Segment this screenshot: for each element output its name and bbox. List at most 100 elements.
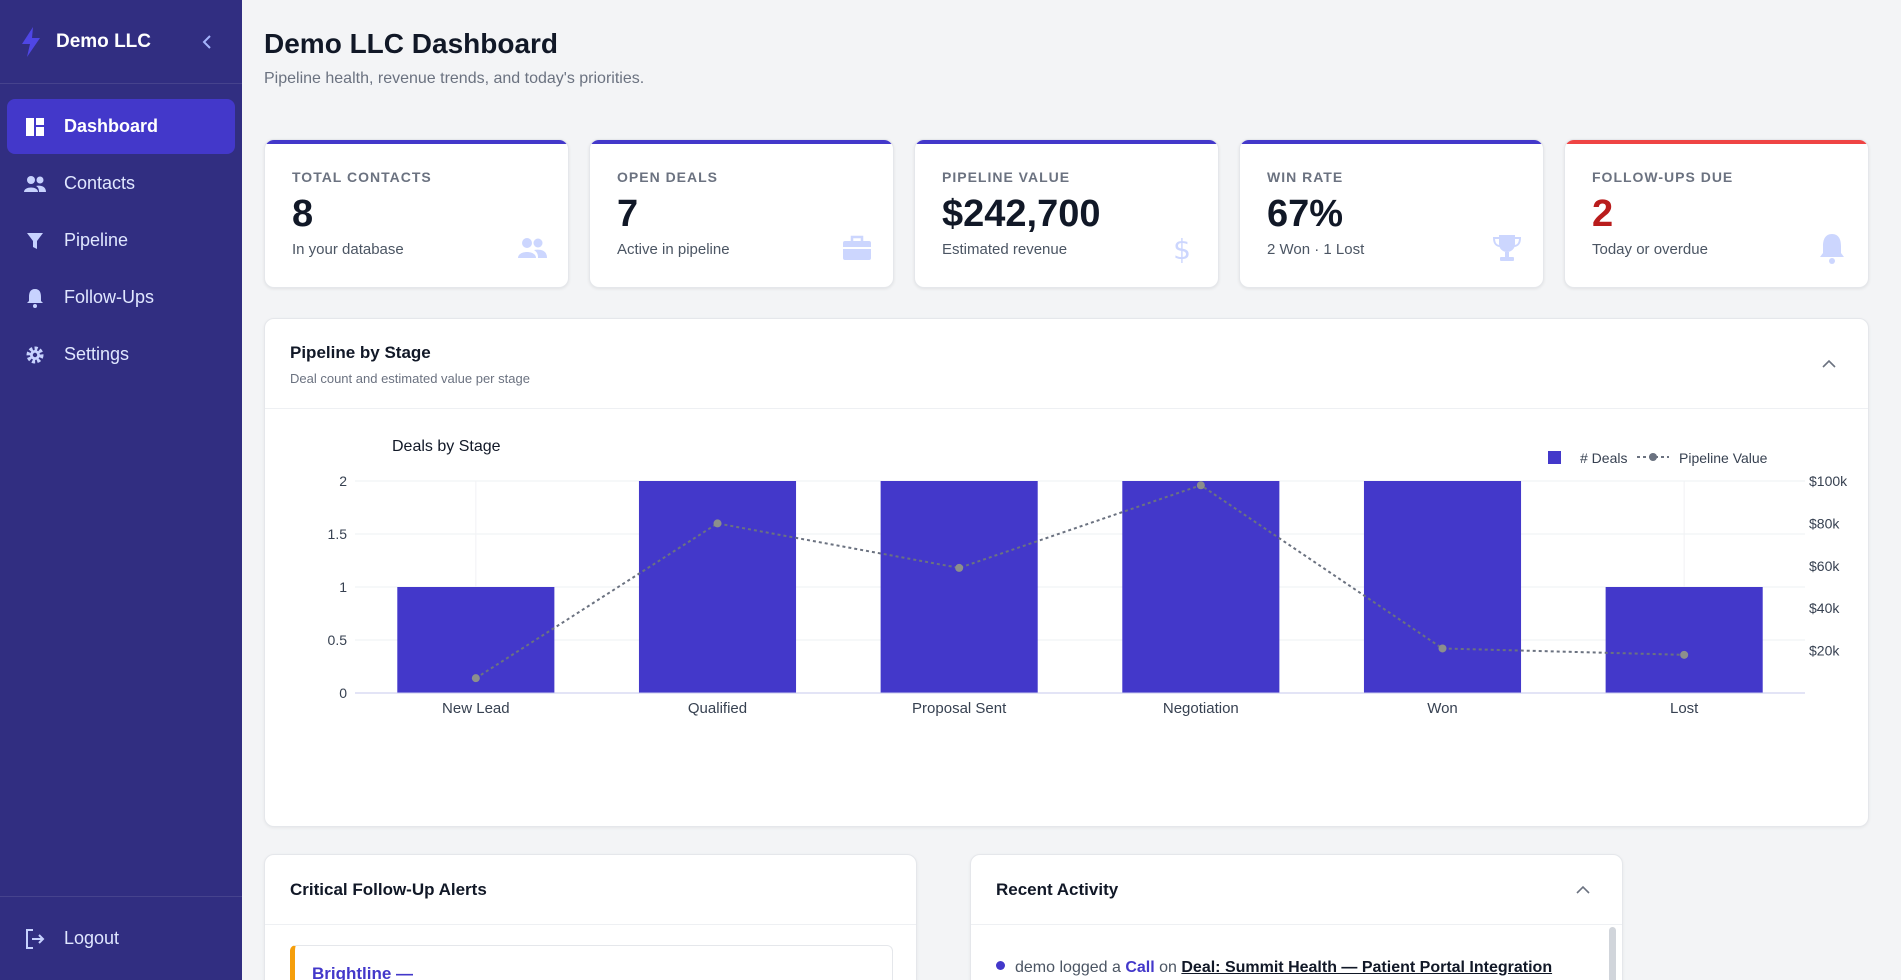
line-point [1196, 481, 1205, 490]
bar [1605, 587, 1763, 693]
x-tick-label: Qualified [688, 700, 747, 717]
stat-description: Active in pipeline [617, 241, 730, 258]
bell-icon [24, 287, 46, 309]
legend-swatch-deals [1548, 451, 1561, 464]
panel-subtitle: Deal count and estimated value per stage [290, 371, 530, 386]
bar [880, 481, 1038, 693]
chevron-up-icon[interactable] [1820, 355, 1838, 373]
activity-user: demo [1015, 959, 1056, 976]
sidebar-item-label: Settings [64, 344, 130, 364]
y-left-tick-label: 1 [339, 579, 347, 595]
card-accent-bar [265, 140, 568, 144]
y-left-tick-label: 0 [339, 685, 347, 701]
stat-label: Open Deals [617, 169, 719, 185]
card-accent-bar [915, 140, 1218, 144]
trophy-icon [1492, 235, 1522, 261]
bar [638, 481, 797, 693]
line-point [955, 563, 964, 572]
svg-text:$: $ [1173, 233, 1191, 264]
chart-title: Deals by Stage [392, 438, 501, 455]
collapse-sidebar-button[interactable] [192, 27, 222, 57]
pipeline-value-line [475, 484, 1685, 680]
stat-card-follow-ups-due: Follow-Ups Due 2 Today or overdue [1564, 139, 1869, 288]
activity-dot [996, 961, 1005, 971]
line-point [1438, 644, 1447, 653]
y-right-tick-label: $40k [1809, 600, 1840, 616]
stat-label: Follow-Ups Due [1592, 169, 1734, 185]
gear-icon [24, 344, 46, 366]
y-right-tick-label: $60k [1809, 558, 1840, 574]
users-icon [518, 238, 547, 258]
dollar-icon: $ [1173, 233, 1191, 264]
logout-label: Logout [64, 928, 120, 948]
sidebar-item-dashboard[interactable]: Dashboard [7, 99, 235, 154]
page-title: Demo LLC Dashboard [264, 28, 559, 59]
stat-description: In your database [292, 241, 404, 258]
line-point [471, 674, 480, 683]
panel-title: Critical Follow-Up Alerts [290, 880, 487, 899]
stat-description: Today or overdue [1592, 241, 1708, 258]
sidebar-item-label: Pipeline [64, 230, 129, 250]
activity-scrollbar[interactable] [1609, 927, 1616, 980]
chevron-up-icon[interactable] [1574, 881, 1592, 899]
y-left-tick-label: 0.5 [328, 632, 348, 648]
line-point [1680, 650, 1689, 659]
stat-card-total-contacts: Total Contacts 8 In your database [264, 139, 569, 288]
stat-label: Win Rate [1267, 169, 1344, 185]
deals-by-stage-chart: Deals by Stage 0 0.5 1 1.5 2 $20k $40k $60k $80k $… [328, 438, 1849, 717]
stat-value: 7 [617, 193, 639, 235]
stat-card-pipeline-value: Pipeline Value $242,700 Estimated revenu… [914, 139, 1219, 288]
bell-icon [1820, 234, 1844, 264]
x-tick-label: Won [1427, 700, 1458, 717]
briefcase-icon [843, 235, 871, 260]
stat-description: Estimated revenue [942, 241, 1068, 258]
sidebar-item-label: Follow-Ups [64, 287, 155, 307]
panel-title: Pipeline by Stage [290, 343, 431, 362]
activity-prep: on [1159, 959, 1177, 976]
sidebar-item-follow-ups[interactable]: Follow-Ups [7, 270, 235, 325]
logout-button[interactable]: Logout [0, 896, 242, 980]
panel-header: Pipeline by Stage Deal count and estimat… [265, 319, 1868, 409]
stat-label: Total Contacts [292, 169, 432, 185]
pipeline-panel: Pipeline by Stage Deal count and estimat… [264, 318, 1869, 827]
x-tick-label: Negotiation [1163, 700, 1239, 717]
sidebar-item-pipeline[interactable]: Pipeline [7, 213, 235, 268]
users-icon [24, 173, 46, 195]
card-accent-bar [1240, 140, 1543, 144]
panel-title: Recent Activity [996, 880, 1119, 899]
bar [1122, 481, 1280, 693]
sidebar-item-settings[interactable]: Settings [7, 327, 235, 382]
chevron-left-icon [202, 34, 211, 49]
stat-value: 2 [1592, 193, 1614, 235]
logout-icon [26, 928, 45, 949]
brand-name: Demo LLC [56, 30, 151, 52]
stat-value: $242,700 [942, 193, 1101, 235]
x-tick-label: New Lead [442, 700, 510, 717]
sidebar-item-contacts[interactable]: Contacts [7, 156, 235, 211]
bar [1363, 481, 1522, 693]
alert-card[interactable]: Brightline — [290, 945, 893, 980]
y-right-tick-label: $20k [1809, 643, 1840, 659]
y-right-tick-label: $100k [1809, 473, 1848, 489]
panel-header: Critical Follow-Up Alerts [265, 855, 916, 925]
brand: Demo LLC [0, 0, 242, 84]
legend-label-deals: # Deals [1580, 450, 1627, 466]
follow-up-alerts-panel: Critical Follow-Up Alerts Brightline — [264, 854, 917, 980]
panel-header: Recent Activity [971, 855, 1622, 925]
x-tick-label: Proposal Sent [912, 700, 1007, 717]
stat-value: 67% [1267, 193, 1344, 235]
activity-verb: logged a [1059, 959, 1121, 976]
y-left-tick-label: 2 [339, 473, 347, 489]
alert-title[interactable]: Brightline — [312, 964, 414, 980]
main-content: Demo LLC Dashboard Pipeline health, reve… [242, 0, 1901, 980]
dashboard-icon [24, 116, 46, 138]
stat-label: Pipeline Value [942, 169, 1071, 185]
stat-value: 8 [292, 193, 314, 235]
card-accent-bar [1565, 140, 1868, 144]
sidebar-item-label: Contacts [64, 173, 136, 193]
legend-swatch-point [1649, 453, 1657, 461]
card-accent-bar [590, 140, 893, 144]
bolt-icon [22, 26, 40, 57]
activity-deal-link[interactable]: Deal: Summit Health — Patient Portal Int… [1181, 959, 1553, 976]
stat-card-win-rate: Win Rate 67% 2 Won · 1 Lost [1239, 139, 1544, 288]
